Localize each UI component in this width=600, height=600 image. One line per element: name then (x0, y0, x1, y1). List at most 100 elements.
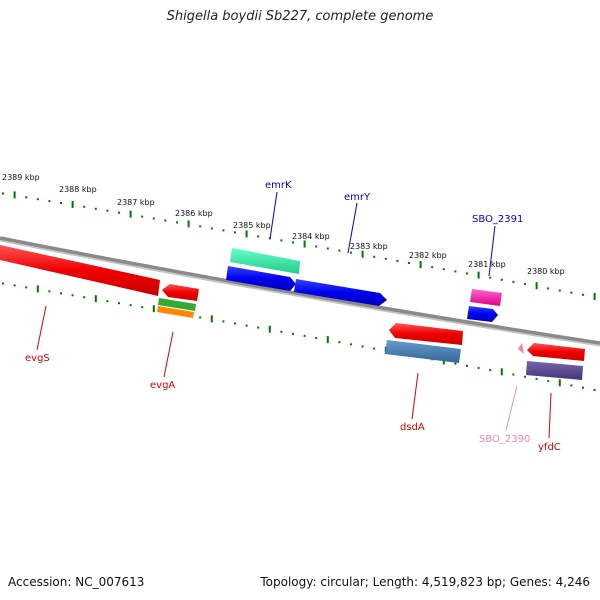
gene-SBO_2391-cds[interactable] (467, 306, 498, 322)
gene-emrY[interactable] (294, 279, 387, 306)
minor-tick (2, 192, 4, 195)
minor-tick (582, 293, 584, 296)
minor-tick (60, 292, 62, 295)
minor-tick (199, 316, 202, 319)
scale-label: 2383 kbp (350, 242, 388, 251)
minor-tick (210, 227, 213, 230)
leader-emrY (347, 202, 358, 254)
minor-tick (222, 320, 225, 323)
minor-tick (222, 229, 225, 232)
gene-label-emrK: emrK (265, 180, 292, 191)
gene-evgA-green[interactable] (158, 298, 196, 311)
minor-tick (83, 296, 86, 299)
upper-scale-ticks (2, 191, 596, 300)
gene-label-evgS: evgS (25, 353, 50, 364)
major-tick (535, 282, 538, 290)
lower-scale-ticks (2, 282, 596, 391)
minor-tick (292, 332, 294, 335)
gene-label-yfdC: yfdC (538, 442, 561, 453)
major-tick (558, 379, 561, 387)
minor-tick (141, 306, 144, 309)
minor-tick (315, 245, 318, 248)
major-tick (361, 250, 364, 258)
minor-tick (48, 200, 51, 203)
major-tick (210, 315, 213, 323)
accession-label: Accession: NC_007613 (8, 575, 145, 589)
major-tick (71, 200, 74, 208)
gene-yfdC[interactable] (527, 343, 585, 361)
gene-label-SBO_2391: SBO_2391 (472, 214, 523, 225)
minor-tick (25, 286, 28, 289)
gene-SBO_2391[interactable] (470, 289, 502, 306)
minor-tick (512, 373, 515, 376)
minor-tick (524, 283, 526, 286)
gene-emrY-left[interactable] (226, 266, 296, 291)
scale-label: 2384 kbp (292, 232, 330, 241)
gene-SBO_2390[interactable] (518, 343, 524, 354)
major-tick (326, 336, 329, 344)
gene-dsdA[interactable] (389, 323, 463, 345)
minor-tick (292, 241, 294, 244)
minor-tick (512, 280, 515, 283)
genome-backbone (0, 236, 600, 345)
major-tick (477, 271, 480, 279)
major-tick (419, 261, 422, 269)
minor-tick (326, 247, 329, 250)
gene-evgA[interactable] (162, 284, 199, 301)
minor-tick (373, 347, 376, 350)
leader-evgS (36, 305, 47, 351)
minor-tick (234, 322, 236, 325)
gene-evgA-orange[interactable] (157, 306, 194, 318)
minor-tick (582, 386, 584, 389)
minor-tick (477, 366, 480, 369)
minor-tick (106, 300, 109, 303)
minor-tick (25, 196, 28, 199)
major-tick (187, 220, 190, 228)
minor-tick (593, 389, 596, 391)
minor-tick (373, 255, 376, 258)
scale-label: 2381 kbp (468, 260, 506, 269)
minor-tick (176, 221, 178, 224)
minor-tick (303, 334, 306, 337)
scale-label: 2385 kbp (233, 221, 271, 230)
minor-tick (547, 287, 550, 290)
major-tick (303, 240, 306, 248)
major-tick (245, 230, 248, 238)
minor-tick (60, 202, 62, 204)
minor-tick (164, 219, 167, 222)
gene-label-evgA: evgA (150, 380, 175, 391)
minor-tick (535, 377, 538, 380)
minor-tick (129, 304, 132, 307)
gene-yfdC-cds[interactable] (526, 361, 583, 380)
minor-tick (489, 369, 492, 372)
minor-tick (396, 259, 399, 262)
minor-tick (280, 239, 283, 242)
leader-SBO_2391 (488, 225, 496, 277)
minor-tick (338, 249, 341, 252)
scale-label: 2380 kbp (527, 267, 565, 276)
leader-yfdC (548, 392, 552, 439)
major-tick (129, 210, 132, 218)
major-tick (152, 305, 155, 313)
minor-tick (408, 262, 410, 264)
minor-tick (350, 251, 352, 254)
minor-tick (118, 302, 120, 305)
minor-tick (257, 326, 260, 329)
minor-tick (2, 282, 4, 285)
minor-tick (570, 291, 573, 294)
leader-evgA (163, 331, 174, 378)
gene-emrK[interactable] (230, 248, 300, 274)
minor-tick (118, 211, 120, 214)
leader-dsdA (411, 372, 419, 420)
minor-tick (524, 375, 526, 378)
gene-dsdA-cds[interactable] (385, 340, 461, 363)
minor-tick (199, 225, 202, 228)
scale-label: 2382 kbp (409, 251, 447, 260)
gene-evgS[interactable] (0, 245, 160, 296)
minor-tick (94, 207, 97, 210)
minor-tick (489, 276, 492, 279)
gene-label-dsdA: dsdA (400, 422, 425, 433)
major-tick (13, 191, 16, 199)
